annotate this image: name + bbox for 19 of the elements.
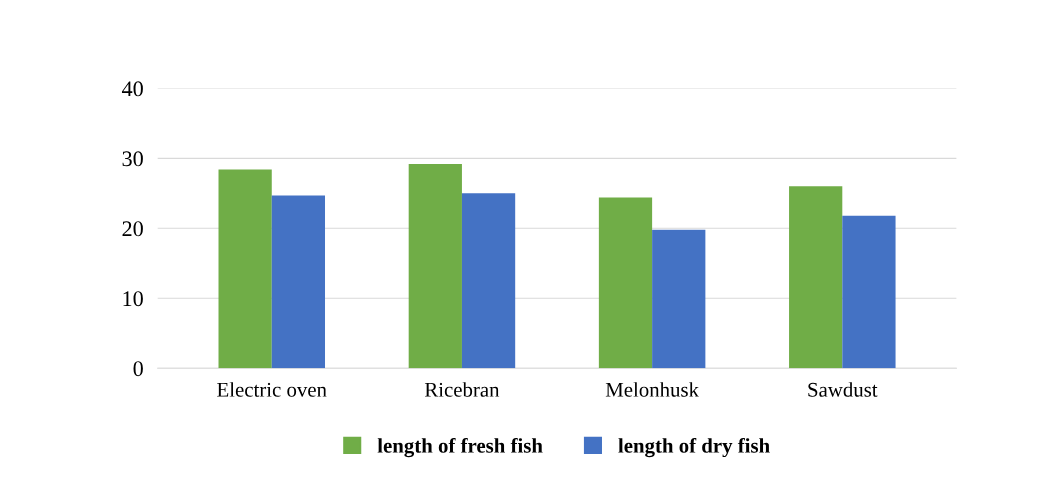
bar (842, 215, 896, 369)
bar (408, 163, 462, 369)
x-tick-label: Ricebran (424, 382, 500, 397)
y-tick-label: 0 (133, 361, 143, 377)
bar (271, 195, 326, 369)
legend-label: length of dry fish (618, 437, 770, 458)
bar (461, 193, 516, 369)
bar (598, 197, 653, 369)
x-tick-label: Sawdust (808, 382, 878, 397)
y-tick-label: 30 (122, 151, 143, 167)
bar (652, 229, 706, 369)
bar (789, 186, 843, 369)
y-tick-label: 10 (123, 291, 143, 307)
legend-label: length of fresh fish (377, 437, 543, 458)
y-tick-label: 40 (121, 81, 143, 97)
x-tick-label: Electric oven (217, 382, 327, 397)
y-tick-label: 20 (122, 221, 143, 237)
x-tick-label: Melonhusk (605, 382, 699, 397)
bar (218, 169, 272, 369)
